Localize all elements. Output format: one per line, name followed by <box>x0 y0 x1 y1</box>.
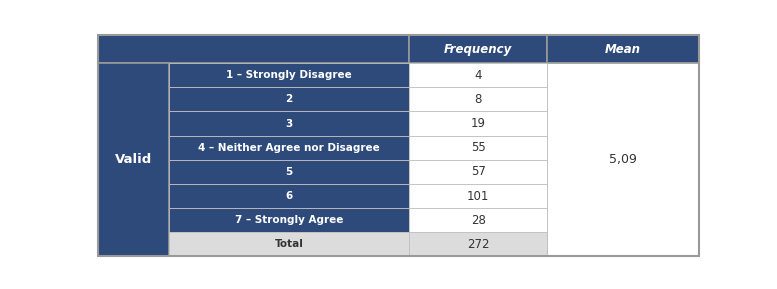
Bar <box>169 232 409 256</box>
Text: 4 – Neither Agree nor Disagree: 4 – Neither Agree nor Disagree <box>198 143 380 153</box>
Bar <box>169 160 409 184</box>
Bar <box>409 160 547 184</box>
Text: 55: 55 <box>471 141 486 154</box>
Bar <box>169 208 409 232</box>
Text: 19: 19 <box>471 117 486 130</box>
Text: 28: 28 <box>471 214 486 227</box>
Bar <box>169 136 409 160</box>
Bar <box>409 232 547 256</box>
Bar <box>169 112 409 136</box>
Text: 272: 272 <box>467 238 490 251</box>
Text: 5,09: 5,09 <box>609 153 637 166</box>
Text: 1 – Strongly Disagree: 1 – Strongly Disagree <box>226 70 352 80</box>
Text: 7 – Strongly Agree: 7 – Strongly Agree <box>235 215 343 225</box>
Text: Mean: Mean <box>605 43 641 56</box>
Bar <box>547 63 699 256</box>
Bar <box>409 112 547 136</box>
Bar <box>409 208 547 232</box>
Bar <box>169 87 409 112</box>
Text: 5: 5 <box>285 167 292 177</box>
Text: 2: 2 <box>285 94 292 104</box>
Text: 57: 57 <box>471 165 486 178</box>
Bar <box>409 63 547 87</box>
Bar <box>409 136 547 160</box>
Text: 4: 4 <box>474 69 482 82</box>
Text: 101: 101 <box>467 190 490 203</box>
Text: 3: 3 <box>285 118 292 129</box>
Bar <box>547 36 699 63</box>
Text: Valid: Valid <box>115 153 152 166</box>
Bar <box>169 184 409 208</box>
Bar <box>409 36 547 63</box>
Bar <box>409 184 547 208</box>
Text: Frequency: Frequency <box>444 43 512 56</box>
Bar <box>169 63 409 87</box>
Bar <box>98 63 169 256</box>
Text: 8: 8 <box>475 93 482 106</box>
Bar <box>98 36 409 63</box>
Text: 6: 6 <box>285 191 292 201</box>
Text: Total: Total <box>274 239 303 249</box>
Bar <box>409 87 547 112</box>
